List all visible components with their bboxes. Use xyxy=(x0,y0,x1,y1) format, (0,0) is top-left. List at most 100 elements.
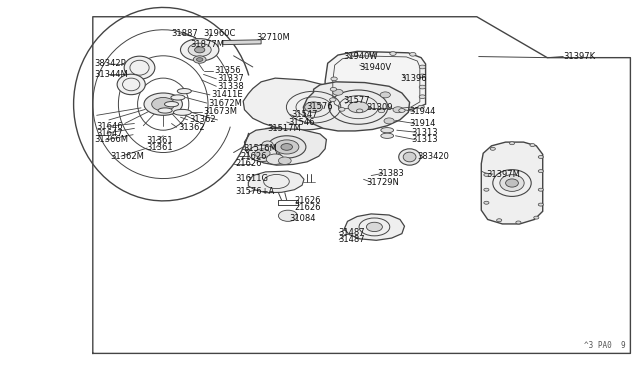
Polygon shape xyxy=(481,142,543,224)
Text: 31337: 31337 xyxy=(218,74,244,83)
Text: 31547: 31547 xyxy=(291,110,317,119)
Ellipse shape xyxy=(500,174,524,192)
Text: 31729N: 31729N xyxy=(366,178,399,187)
Text: 31309: 31309 xyxy=(366,103,392,112)
Text: 31577: 31577 xyxy=(344,96,371,105)
Ellipse shape xyxy=(272,153,282,160)
Ellipse shape xyxy=(173,109,191,115)
Circle shape xyxy=(193,56,206,63)
Text: 31362: 31362 xyxy=(189,115,216,124)
Ellipse shape xyxy=(403,152,416,162)
Ellipse shape xyxy=(158,108,172,113)
Text: 31383: 31383 xyxy=(378,169,404,178)
Ellipse shape xyxy=(381,133,394,138)
Ellipse shape xyxy=(348,102,369,113)
Circle shape xyxy=(255,149,270,158)
Circle shape xyxy=(509,142,515,145)
Circle shape xyxy=(538,155,543,158)
Circle shape xyxy=(180,39,219,61)
Ellipse shape xyxy=(366,222,383,231)
Text: 31313: 31313 xyxy=(411,135,438,144)
Circle shape xyxy=(369,52,376,55)
Ellipse shape xyxy=(164,102,179,107)
Circle shape xyxy=(538,188,543,191)
Circle shape xyxy=(278,157,291,164)
Text: 21626: 21626 xyxy=(240,152,266,161)
Circle shape xyxy=(378,109,385,113)
Text: 32710M: 32710M xyxy=(256,33,290,42)
Polygon shape xyxy=(303,82,410,131)
Circle shape xyxy=(144,93,182,115)
Text: 31084: 31084 xyxy=(289,214,316,223)
Text: 383420: 383420 xyxy=(417,153,449,161)
Polygon shape xyxy=(223,40,261,45)
Circle shape xyxy=(266,154,284,164)
Circle shape xyxy=(419,85,426,89)
Text: 31366M: 31366M xyxy=(95,135,129,144)
Text: 31576+A: 31576+A xyxy=(236,187,275,196)
Ellipse shape xyxy=(275,140,299,154)
Circle shape xyxy=(356,109,363,113)
Text: 31673M: 31673M xyxy=(204,107,237,116)
Polygon shape xyxy=(244,128,326,165)
Ellipse shape xyxy=(399,149,420,165)
Polygon shape xyxy=(344,214,404,240)
Circle shape xyxy=(490,147,495,150)
Circle shape xyxy=(333,89,343,95)
Circle shape xyxy=(534,216,539,219)
Text: 31313: 31313 xyxy=(411,128,438,137)
Circle shape xyxy=(248,145,276,161)
Polygon shape xyxy=(243,78,349,130)
Circle shape xyxy=(196,58,203,61)
Text: 38342P: 38342P xyxy=(95,60,127,68)
Ellipse shape xyxy=(124,56,155,79)
Ellipse shape xyxy=(171,95,185,100)
Circle shape xyxy=(390,52,396,55)
Text: 31944: 31944 xyxy=(410,107,436,116)
Ellipse shape xyxy=(506,179,518,187)
Text: 31877M: 31877M xyxy=(191,40,225,49)
Circle shape xyxy=(278,210,298,221)
Text: 31611G: 31611G xyxy=(236,174,269,183)
Circle shape xyxy=(152,97,175,111)
Text: 31397K: 31397K xyxy=(563,52,595,61)
Text: 31546: 31546 xyxy=(288,118,314,126)
Text: 31940V: 31940V xyxy=(360,63,392,72)
Circle shape xyxy=(330,87,337,91)
Text: 31516M: 31516M xyxy=(243,144,277,153)
Text: 31646: 31646 xyxy=(96,122,123,131)
Circle shape xyxy=(330,98,336,102)
Ellipse shape xyxy=(262,141,273,149)
Circle shape xyxy=(195,47,205,53)
Text: 31356: 31356 xyxy=(214,66,241,75)
Circle shape xyxy=(331,77,337,81)
Polygon shape xyxy=(325,51,426,112)
Circle shape xyxy=(393,107,403,113)
Circle shape xyxy=(351,52,358,56)
Text: 31914: 31914 xyxy=(410,119,436,128)
Ellipse shape xyxy=(268,136,306,158)
Text: 31940W: 31940W xyxy=(344,52,378,61)
Text: 31672M: 31672M xyxy=(208,99,242,108)
Text: 31362: 31362 xyxy=(178,123,205,132)
Text: 31344M: 31344M xyxy=(95,70,129,79)
Circle shape xyxy=(339,108,345,111)
Circle shape xyxy=(419,65,426,69)
Text: 31361: 31361 xyxy=(146,143,173,152)
Text: 31487: 31487 xyxy=(338,235,365,244)
Circle shape xyxy=(419,74,426,78)
Polygon shape xyxy=(248,171,304,193)
Text: 31396: 31396 xyxy=(400,74,427,83)
Text: 21626: 21626 xyxy=(236,159,262,168)
Circle shape xyxy=(384,118,394,124)
Text: 31338: 31338 xyxy=(218,82,244,91)
Circle shape xyxy=(418,105,424,109)
Circle shape xyxy=(516,221,521,224)
Circle shape xyxy=(484,201,489,204)
Text: 31411E: 31411E xyxy=(211,90,243,99)
Circle shape xyxy=(188,43,211,57)
Circle shape xyxy=(484,173,489,176)
Circle shape xyxy=(380,92,390,98)
Circle shape xyxy=(399,109,405,112)
Text: 31576: 31576 xyxy=(306,102,333,111)
